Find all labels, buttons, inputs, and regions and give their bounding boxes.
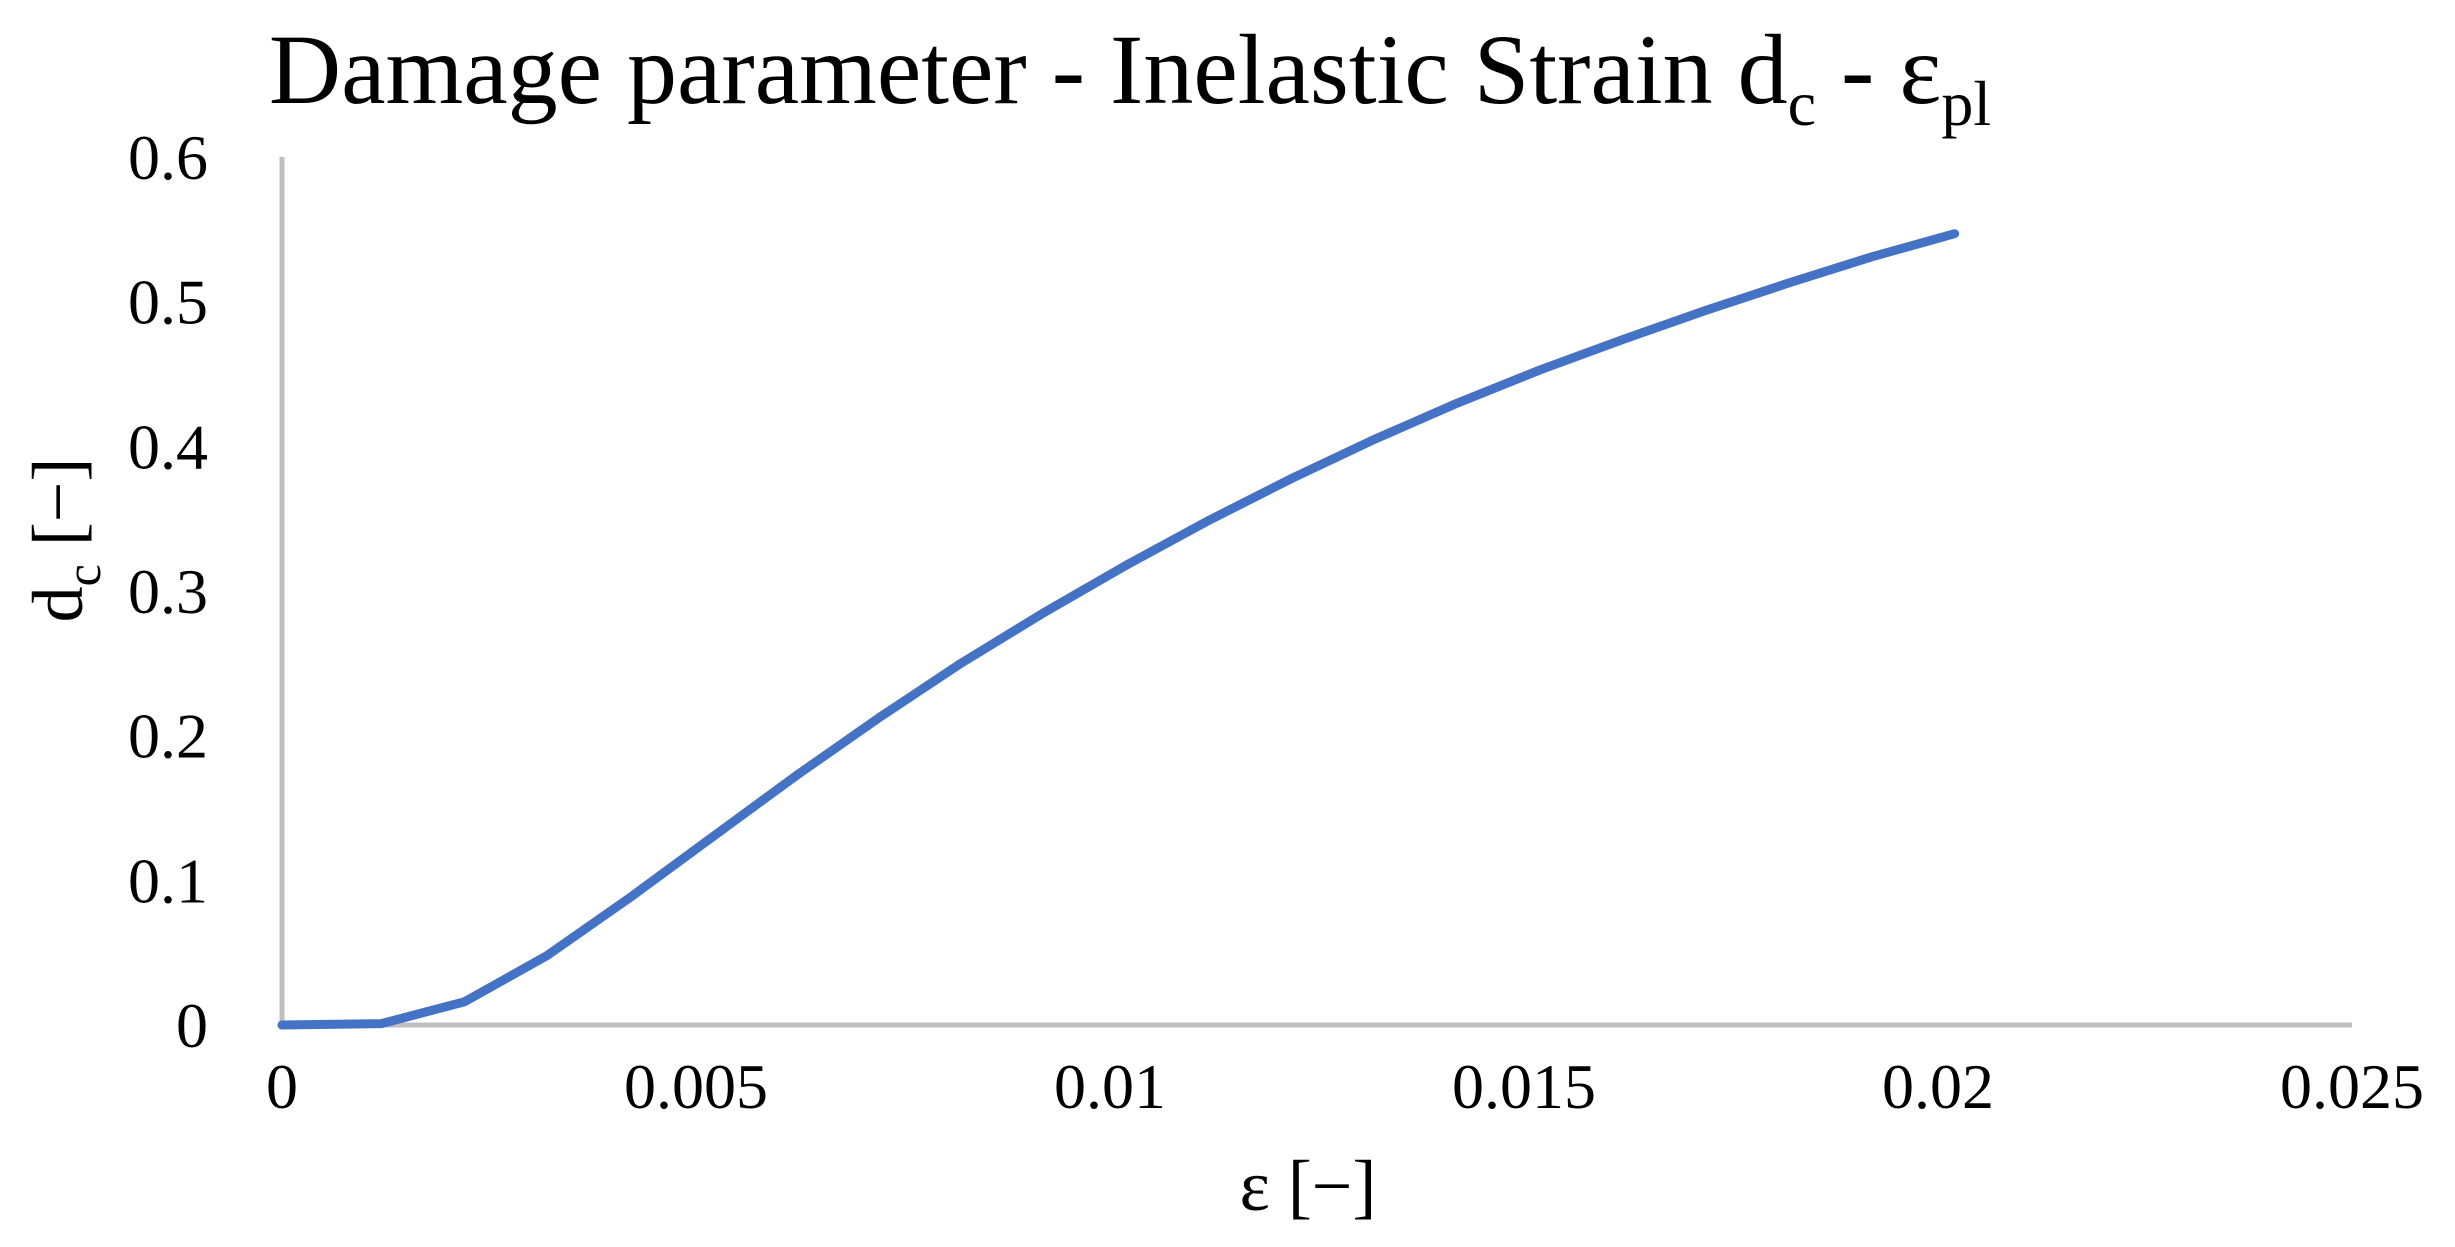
y-tick-label: 0.6 (128, 122, 208, 193)
y-axis-title-rest: [−] (18, 458, 98, 565)
y-tick-label: 0.5 (128, 267, 208, 338)
y-tick-labels: 0 0.1 0.2 0.3 0.4 0.5 0.6 (128, 122, 208, 1061)
chart-title-sub2: pl (1941, 68, 1991, 139)
y-tick-label: 0.2 (128, 701, 208, 772)
y-tick-label: 0.3 (128, 556, 208, 627)
x-tick-label: 0 (266, 1051, 298, 1122)
chart-title-sub1: c (1788, 68, 1816, 139)
x-tick-label: 0.02 (1882, 1051, 1994, 1122)
x-tick-label: 0.015 (1452, 1051, 1596, 1122)
y-tick-label: 0.4 (128, 411, 208, 482)
x-tick-label: 0.01 (1054, 1051, 1166, 1122)
chart-title-mid: - ε (1816, 14, 1941, 125)
y-tick-label: 0 (176, 990, 208, 1061)
chart-title-main: Damage parameter - Inelastic Strain d (269, 14, 1788, 125)
x-tick-label: 0.005 (624, 1051, 768, 1122)
axes (279, 157, 2352, 1028)
y-tick-label: 0.1 (128, 845, 208, 916)
series-line-0 (277, 229, 1960, 1030)
x-axis-title: ε [−] (1240, 1146, 1377, 1226)
chart-title: Damage parameter - Inelastic Strain dc -… (269, 14, 1991, 139)
series-group (277, 229, 1960, 1030)
y-axis-title: dc [−] (18, 458, 111, 623)
y-axis-title-base: d (18, 586, 98, 622)
x-tick-labels: 0 0.005 0.01 0.015 0.02 0.025 (266, 1051, 2424, 1122)
y-axis-title-sub: c (55, 564, 111, 586)
x-tick-label: 0.025 (2280, 1051, 2424, 1122)
